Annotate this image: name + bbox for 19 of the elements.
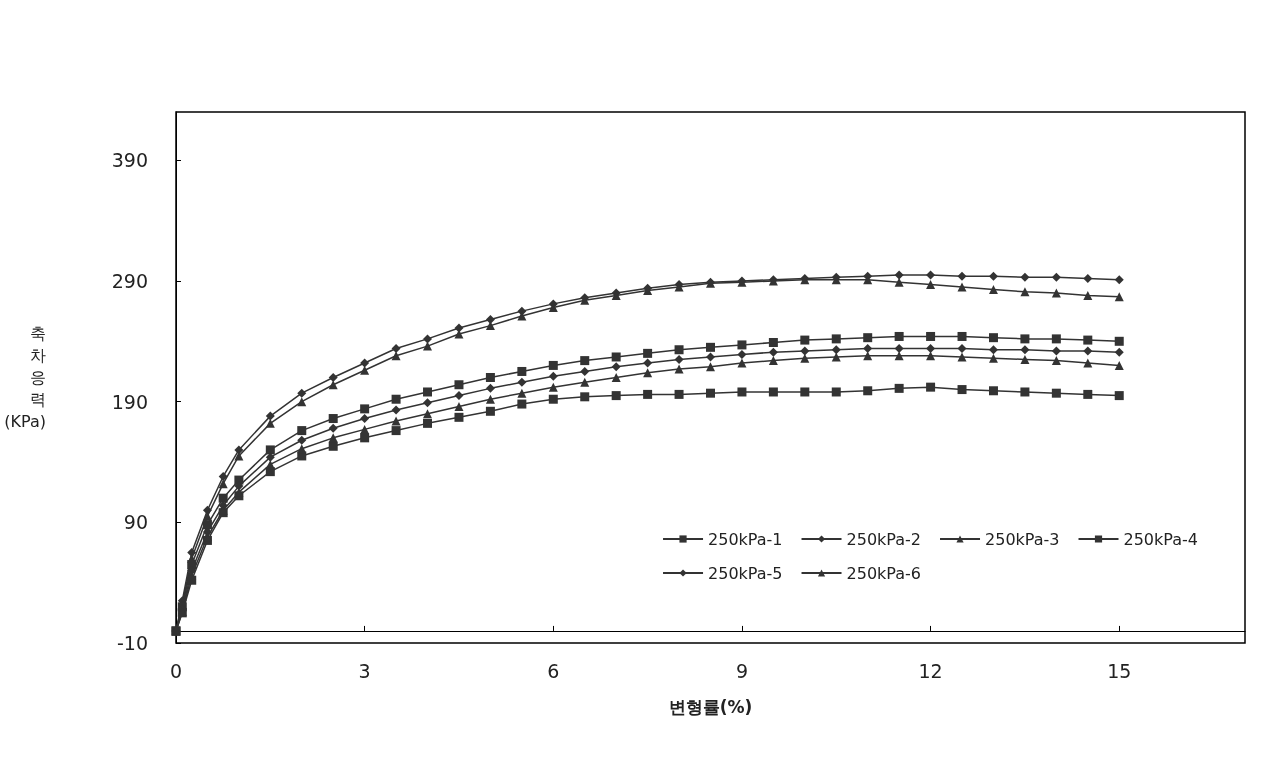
y-tick-label: 190 bbox=[111, 390, 148, 413]
y-axis-title: 축차응력 (KPa) bbox=[4, 324, 46, 431]
legend-label: 250kPa-5 bbox=[708, 563, 783, 583]
y-tick-label: 290 bbox=[111, 269, 148, 292]
x-tick-label: 15 bbox=[1107, 659, 1132, 682]
legend-label: 250kPa-6 bbox=[846, 563, 922, 583]
x-tick-label: 0 bbox=[169, 659, 183, 682]
legend-label: 250kPa-2 bbox=[846, 529, 922, 549]
x-tick-label: 6 bbox=[547, 659, 560, 682]
legend-label: 250kPa-4 bbox=[1123, 529, 1199, 549]
x-tick-label: 12 bbox=[918, 659, 943, 682]
y-tick-label: 90 bbox=[123, 511, 148, 534]
x-axis-title: 변형률(%) bbox=[668, 696, 753, 717]
legend-label: 250kPa-1 bbox=[708, 529, 783, 549]
y-tick-label: 390 bbox=[111, 149, 148, 172]
x-tick-label: 9 bbox=[735, 659, 748, 682]
x-tick-label: 3 bbox=[358, 659, 371, 682]
legend-label: 250kPa-3 bbox=[985, 529, 1060, 549]
y-tick-label: -10 bbox=[116, 632, 148, 654]
